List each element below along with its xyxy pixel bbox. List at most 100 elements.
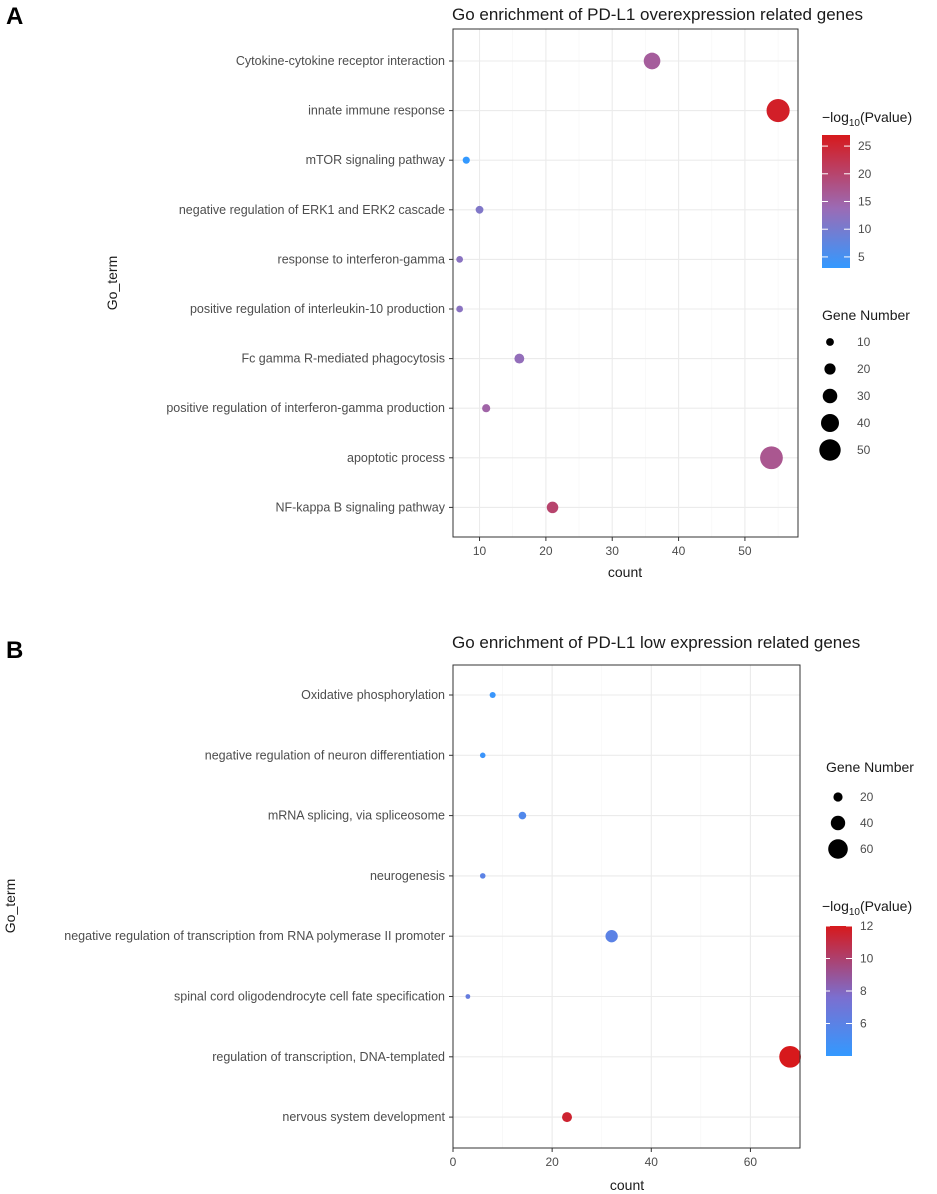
size-legend-label: 20 (860, 790, 874, 804)
y-tick-label: Fc gamma R-mediated phagocytosis (241, 352, 445, 366)
y-tick-label: Cytokine-cytokine receptor interaction (236, 54, 445, 68)
data-points (456, 52, 790, 514)
size-legend-items: 20 40 60 (828, 790, 874, 859)
x-tick-label: 40 (645, 1155, 659, 1169)
grid (453, 29, 798, 537)
y-axis-title: Go_term (104, 256, 120, 310)
color-bar-tick-label: 12 (860, 919, 874, 933)
y-tick-label: positive regulation of interferon-gamma … (166, 401, 445, 415)
size-legend: Gene Number 20 40 60 (826, 759, 914, 859)
panel-b: B Go enrichment of PD-L1 low expression … (2, 633, 914, 1193)
y-tick-label: positive regulation of interleukin-10 pr… (190, 302, 445, 316)
x-tick-label: 30 (606, 544, 620, 558)
y-tick-label: negative regulation of ERK1 and ERK2 cas… (179, 203, 445, 217)
data-point (766, 99, 790, 123)
data-point (479, 873, 486, 879)
x-tick-label: 0 (450, 1155, 457, 1169)
y-tick-label: regulation of transcription, DNA-templat… (212, 1050, 445, 1064)
panel-letter-b: B (6, 637, 23, 664)
data-point (489, 691, 496, 699)
plot-frame (452, 664, 801, 1149)
size-legend-dot (824, 363, 836, 375)
x-tick-label: 50 (738, 544, 752, 558)
x-axis-labels: 0 20 40 60 (450, 1148, 757, 1169)
y-tick-label: response to interferon-gamma (278, 252, 445, 266)
color-legend: −log10(Pvalue) 5 10 15 20 25 (822, 109, 912, 268)
size-legend-items: 10 20 30 40 50 (819, 335, 871, 461)
x-axis-title: count (608, 564, 642, 580)
size-legend-dot (828, 839, 848, 859)
data-point (518, 811, 527, 820)
y-tick-label: mRNA splicing, via spliceosome (268, 809, 445, 823)
size-legend-title: Gene Number (822, 307, 910, 323)
color-bar-tick-label: 5 (858, 250, 865, 264)
y-tick-label: innate immune response (308, 104, 445, 118)
chart-title: Go enrichment of PD-L1 overexpression re… (452, 5, 863, 24)
x-tick-label: 20 (545, 1155, 559, 1169)
grid (452, 665, 801, 1148)
color-bar-tick-label: 8 (860, 984, 867, 998)
size-legend-label: 50 (857, 443, 871, 457)
color-legend-title: −log10(Pvalue) (822, 109, 912, 129)
y-tick-label: negative regulation of neuron differenti… (205, 748, 445, 762)
size-legend-label: 40 (857, 416, 871, 430)
data-point (456, 256, 464, 263)
y-tick-label: apoptotic process (347, 451, 445, 465)
size-legend-dot (821, 414, 839, 432)
y-axis-labels: Cytokine-cytokine receptor interaction in… (166, 54, 453, 514)
size-legend-label: 60 (860, 842, 874, 856)
y-tick-label: neurogenesis (370, 869, 445, 883)
y-tick-label: mTOR signaling pathway (306, 153, 446, 167)
data-point (760, 446, 783, 470)
panel-a: A Go enrichment of PD-L1 overexpression … (6, 3, 912, 580)
data-point (643, 52, 661, 70)
y-tick-label: nervous system development (282, 1110, 445, 1124)
panel-letter-a: A (6, 3, 23, 30)
data-point (482, 404, 491, 413)
y-tick-label: Oxidative phosphorylation (301, 688, 445, 702)
color-bar-ticks: 6 8 10 12 (824, 919, 874, 1031)
color-bar-tick-label: 25 (858, 139, 872, 153)
data-point (562, 1112, 573, 1123)
color-bar-ticks: 5 10 15 20 25 (822, 139, 872, 264)
x-tick-label: 20 (539, 544, 553, 558)
data-point (605, 930, 618, 943)
x-axis-labels: 10 20 30 40 50 (473, 537, 752, 558)
data-point (475, 205, 484, 214)
y-axis-title: Go_term (2, 879, 18, 933)
chart-title: Go enrichment of PD-L1 low expression re… (452, 633, 860, 652)
size-legend-label: 40 (860, 816, 874, 830)
y-tick-label: NF-kappa B signaling pathway (275, 500, 445, 514)
color-legend: −log10(Pvalue) 6 8 10 12 (822, 898, 912, 1056)
x-tick-label: 40 (672, 544, 686, 558)
data-point (546, 501, 559, 514)
size-legend: Gene Number 10 20 30 40 50 (819, 307, 910, 461)
color-bar-tick-label: 20 (858, 167, 872, 181)
color-legend-title: −log10(Pvalue) (822, 898, 912, 918)
data-points (465, 691, 801, 1123)
y-axis-labels: Oxidative phosphorylation negative regula… (64, 688, 453, 1124)
color-bar-tick-label: 10 (858, 222, 872, 236)
y-tick-label: negative regulation of transcription fro… (64, 929, 445, 943)
x-axis-title: count (610, 1177, 644, 1193)
data-point (462, 156, 470, 164)
x-tick-label: 10 (473, 544, 487, 558)
data-point (514, 353, 525, 364)
size-legend-label: 30 (857, 389, 871, 403)
size-legend-dot (826, 338, 834, 346)
size-legend-title: Gene Number (826, 759, 914, 775)
color-bar-tick-label: 15 (858, 195, 872, 209)
data-point (456, 305, 464, 313)
size-legend-dot (830, 815, 846, 831)
size-legend-dot (822, 388, 838, 404)
plot-frame (452, 28, 799, 538)
y-tick-label: spinal cord oligodendrocyte cell fate sp… (174, 990, 445, 1004)
data-point (479, 752, 486, 759)
data-point (465, 994, 471, 999)
size-legend-label: 20 (857, 362, 871, 376)
color-bar-tick-label: 6 (860, 1017, 867, 1031)
size-legend-label: 10 (857, 335, 871, 349)
size-legend-dot (819, 439, 841, 461)
size-legend-dot (833, 792, 843, 802)
